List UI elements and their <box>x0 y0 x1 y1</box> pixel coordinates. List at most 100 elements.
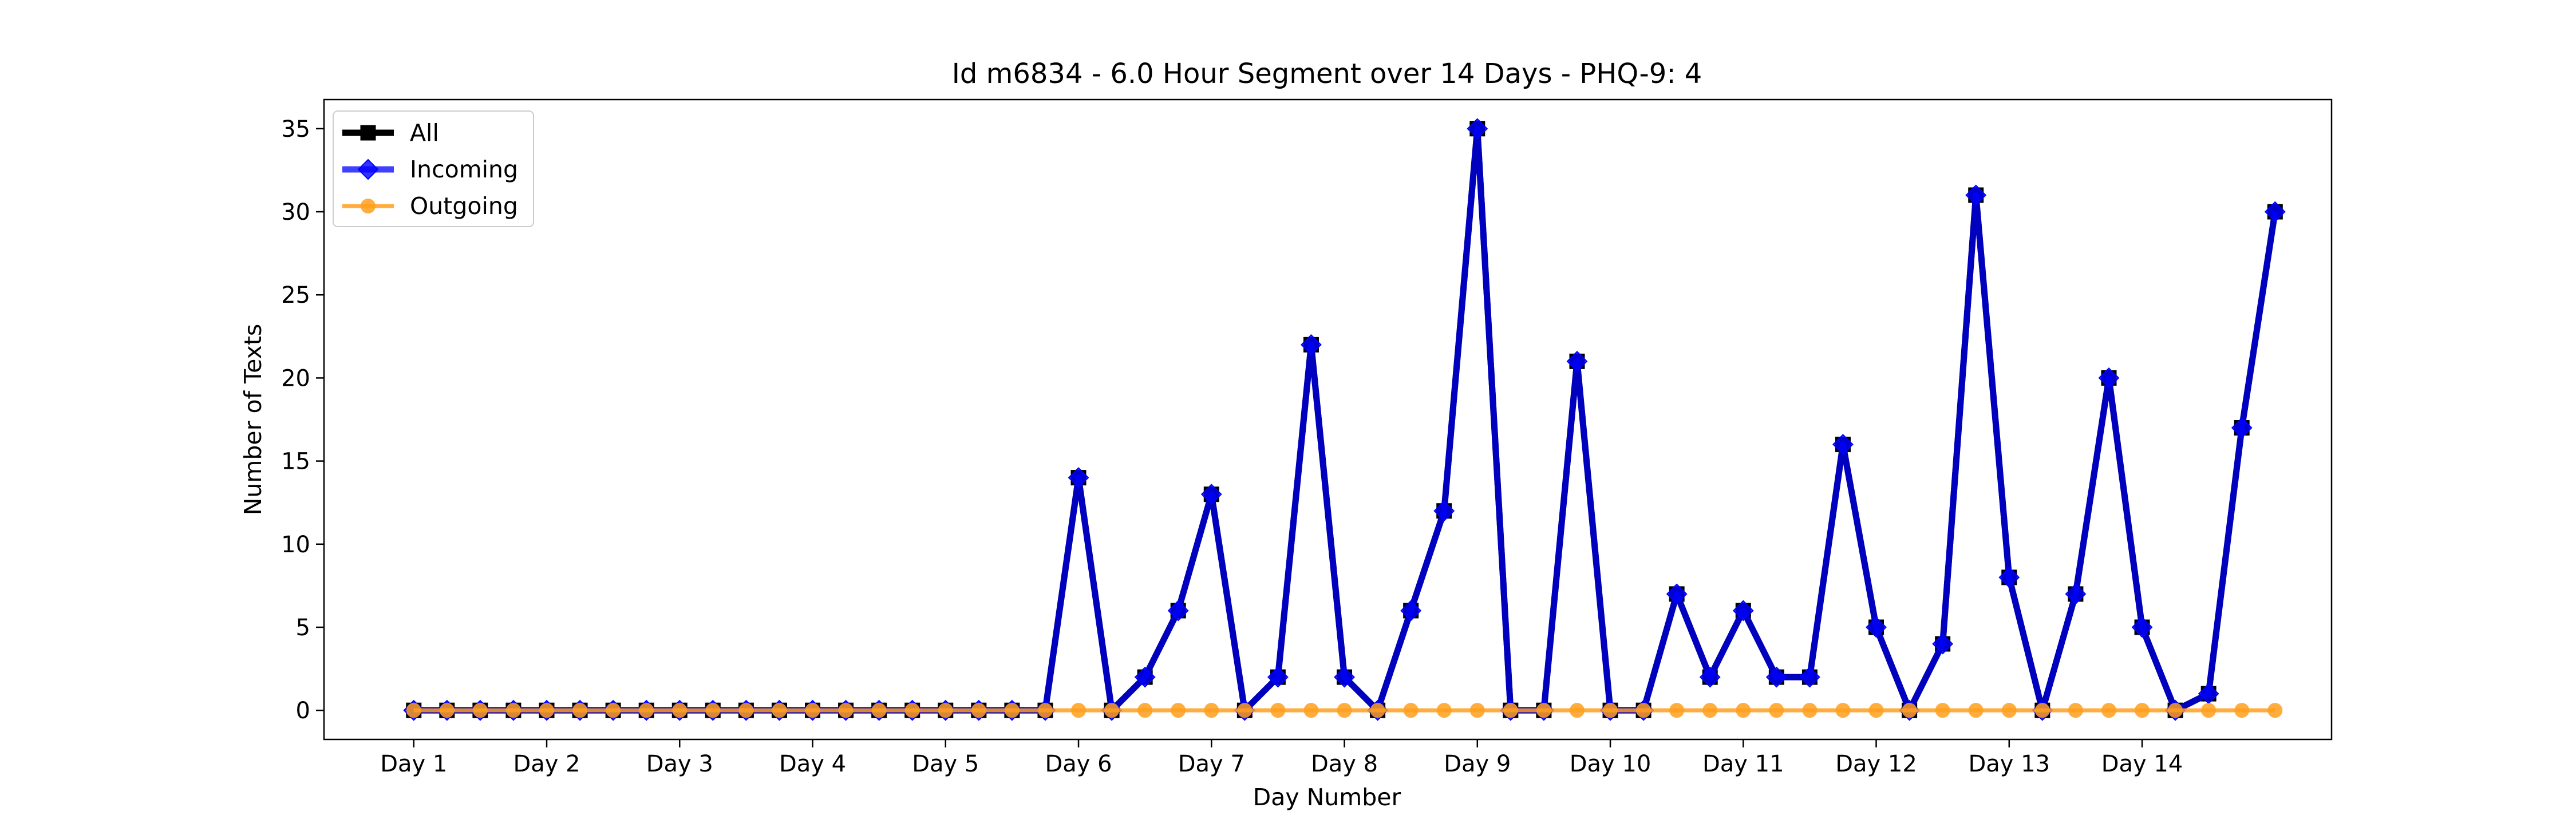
data-point-outgoing <box>1436 703 1452 718</box>
data-point-outgoing <box>2168 703 2183 718</box>
data-point-outgoing <box>1104 703 1120 718</box>
data-point-outgoing <box>1171 703 1186 718</box>
data-point-outgoing <box>1935 703 1950 718</box>
data-point-outgoing <box>1736 703 1751 718</box>
data-point-outgoing <box>838 703 854 718</box>
data-point-incoming <box>1866 616 1887 638</box>
series-outgoing <box>406 703 2283 718</box>
data-point-outgoing <box>871 703 887 718</box>
data-point-outgoing <box>1902 703 1917 718</box>
data-point-outgoing <box>1636 703 1652 718</box>
x-tick-label: Day 3 <box>646 751 713 777</box>
x-tick-label: Day 2 <box>513 751 580 777</box>
data-point-incoming <box>1467 118 1488 140</box>
x-tick-label: Day 6 <box>1045 751 1112 777</box>
x-tick-label: Day 14 <box>2101 751 2183 777</box>
data-point-outgoing <box>1868 703 1884 718</box>
x-tick-label: Day 12 <box>1835 751 1917 777</box>
series-layer <box>403 118 2286 721</box>
data-point-outgoing <box>1337 703 1352 718</box>
data-point-outgoing <box>805 703 820 718</box>
data-point-incoming <box>1998 567 2020 588</box>
data-point-incoming <box>2065 583 2087 605</box>
y-axis-label: Number of Texts <box>239 324 267 516</box>
data-point-incoming <box>1732 600 1754 622</box>
y-tick-label: 30 <box>281 199 310 225</box>
data-point-outgoing <box>2101 703 2116 718</box>
data-point-incoming <box>1699 666 1721 688</box>
x-tick-label: Day 1 <box>380 751 447 777</box>
data-point-outgoing <box>1802 703 1818 718</box>
data-point-outgoing <box>1303 703 1319 718</box>
y-tick-label: 0 <box>296 698 310 724</box>
data-point-outgoing <box>705 703 721 718</box>
data-point-outgoing <box>1569 703 1585 718</box>
data-point-incoming <box>2264 201 2286 223</box>
legend-box <box>333 110 534 227</box>
data-point-outgoing <box>738 703 754 718</box>
data-point-incoming <box>1167 600 1189 622</box>
x-tick-label: Day 9 <box>1444 751 1511 777</box>
data-point-outgoing <box>2234 703 2250 718</box>
data-point-incoming <box>1134 666 1156 688</box>
data-point-outgoing <box>1603 703 1618 718</box>
data-point-incoming <box>1433 500 1455 522</box>
legend-marker <box>361 199 376 213</box>
data-point-outgoing <box>2034 703 2050 718</box>
data-point-outgoing <box>539 703 555 718</box>
data-point-outgoing <box>904 703 920 718</box>
data-point-outgoing <box>505 703 521 718</box>
data-point-outgoing <box>1669 703 1685 718</box>
y-tick-label: 35 <box>281 116 310 143</box>
x-tick-label: Day 8 <box>1311 751 1378 777</box>
y-tick-label: 15 <box>281 449 310 475</box>
data-point-outgoing <box>971 703 986 718</box>
data-point-incoming <box>1765 666 1787 688</box>
legend: All Incoming Outgoing <box>333 110 534 227</box>
data-point-outgoing <box>1137 703 1153 718</box>
data-point-incoming <box>1666 583 1688 605</box>
data-point-incoming <box>1301 334 1322 355</box>
legend-marker <box>357 159 379 180</box>
data-point-outgoing <box>1769 703 1784 718</box>
legend-marker <box>360 125 376 141</box>
data-point-outgoing <box>2267 703 2283 718</box>
data-point-incoming <box>1334 666 1355 688</box>
data-point-outgoing <box>2135 703 2150 718</box>
x-tick-label: Day 5 <box>912 751 979 777</box>
data-point-incoming <box>2131 616 2153 638</box>
x-tick-label: Day 13 <box>1968 751 2050 777</box>
y-tick-label: 5 <box>296 615 310 641</box>
data-point-outgoing <box>439 703 455 718</box>
data-point-incoming <box>1400 600 1422 622</box>
data-point-outgoing <box>1071 703 1086 718</box>
legend-label: Incoming <box>410 156 518 183</box>
frame-layer <box>323 98 2333 741</box>
data-point-incoming <box>1267 666 1289 688</box>
data-point-outgoing <box>1403 703 1419 718</box>
data-point-incoming <box>1965 184 1987 206</box>
data-point-outgoing <box>938 703 953 718</box>
data-point-outgoing <box>472 703 488 718</box>
data-point-outgoing <box>772 703 787 718</box>
data-point-outgoing <box>1204 703 1219 718</box>
data-point-outgoing <box>2001 703 2017 718</box>
data-point-incoming <box>1799 666 1820 688</box>
legend-label: All <box>410 119 439 147</box>
data-point-outgoing <box>1835 703 1851 718</box>
data-point-outgoing <box>1237 703 1253 718</box>
data-point-outgoing <box>406 703 421 718</box>
x-tick-label: Day 11 <box>1702 751 1784 777</box>
data-point-outgoing <box>572 703 588 718</box>
data-point-outgoing <box>1004 703 1020 718</box>
data-point-outgoing <box>606 703 621 718</box>
data-point-incoming <box>1932 633 1954 655</box>
data-point-outgoing <box>1702 703 1718 718</box>
axes-layer: 0 5 10 15 20 25 30 35 Day 1 Day 2 Day 3 Day 4 Day 5 D… <box>281 116 2183 777</box>
data-point-outgoing <box>2201 703 2217 718</box>
plot-frame <box>323 98 2333 741</box>
data-point-incoming <box>2098 367 2120 389</box>
data-point-outgoing <box>1968 703 1984 718</box>
